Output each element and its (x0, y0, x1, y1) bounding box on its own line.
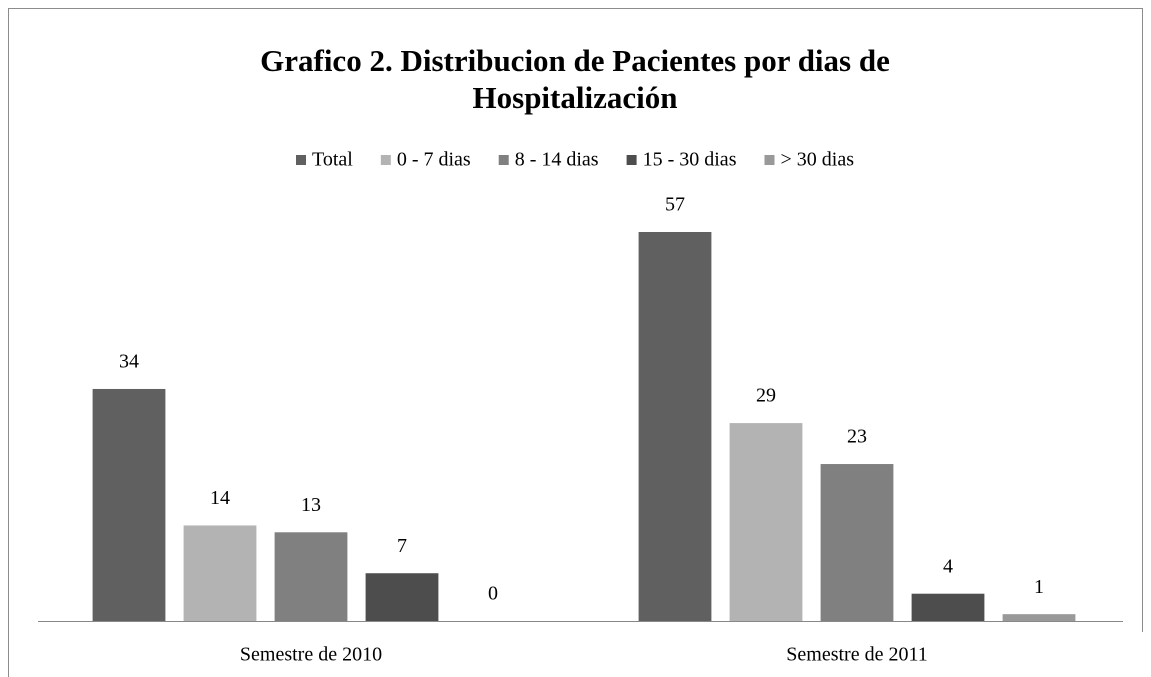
data-label: 23 (847, 426, 867, 448)
bar (274, 532, 348, 621)
data-label: 57 (665, 194, 685, 216)
bar (1002, 614, 1076, 621)
bar (729, 423, 803, 621)
bar (820, 464, 894, 621)
bar (92, 388, 166, 621)
legend-label: 0 - 7 dias (397, 149, 471, 171)
data-label: 1 (1034, 576, 1044, 598)
chart-title: Hospitalización (473, 80, 678, 115)
legend-label: > 30 dias (780, 149, 854, 171)
x-tick-label: Semestre de 2010 (240, 644, 382, 666)
legend-label: Total (312, 149, 353, 171)
data-label: 34 (119, 351, 139, 373)
chart-title: Grafico 2. Distribucion de Pacientes por… (260, 43, 890, 78)
data-label: 0 (488, 583, 498, 605)
data-label: 4 (943, 555, 953, 577)
x-tick-label: Semestre de 2011 (786, 644, 927, 666)
legend-swatch (498, 155, 509, 165)
bar (183, 525, 257, 621)
data-label: 29 (756, 385, 776, 407)
data-label: 14 (210, 487, 230, 509)
chart-frame (8, 8, 1143, 677)
data-label: 13 (301, 494, 321, 516)
bar (365, 573, 439, 621)
legend-label: 15 - 30 dias (643, 149, 737, 171)
legend-swatch (626, 155, 637, 165)
data-label: 7 (397, 535, 407, 557)
legend-label: 8 - 14 dias (515, 149, 599, 171)
bar (911, 593, 985, 621)
bar (638, 232, 712, 621)
legend-swatch (764, 155, 775, 165)
legend-swatch (296, 155, 307, 165)
legend-swatch (380, 155, 391, 165)
